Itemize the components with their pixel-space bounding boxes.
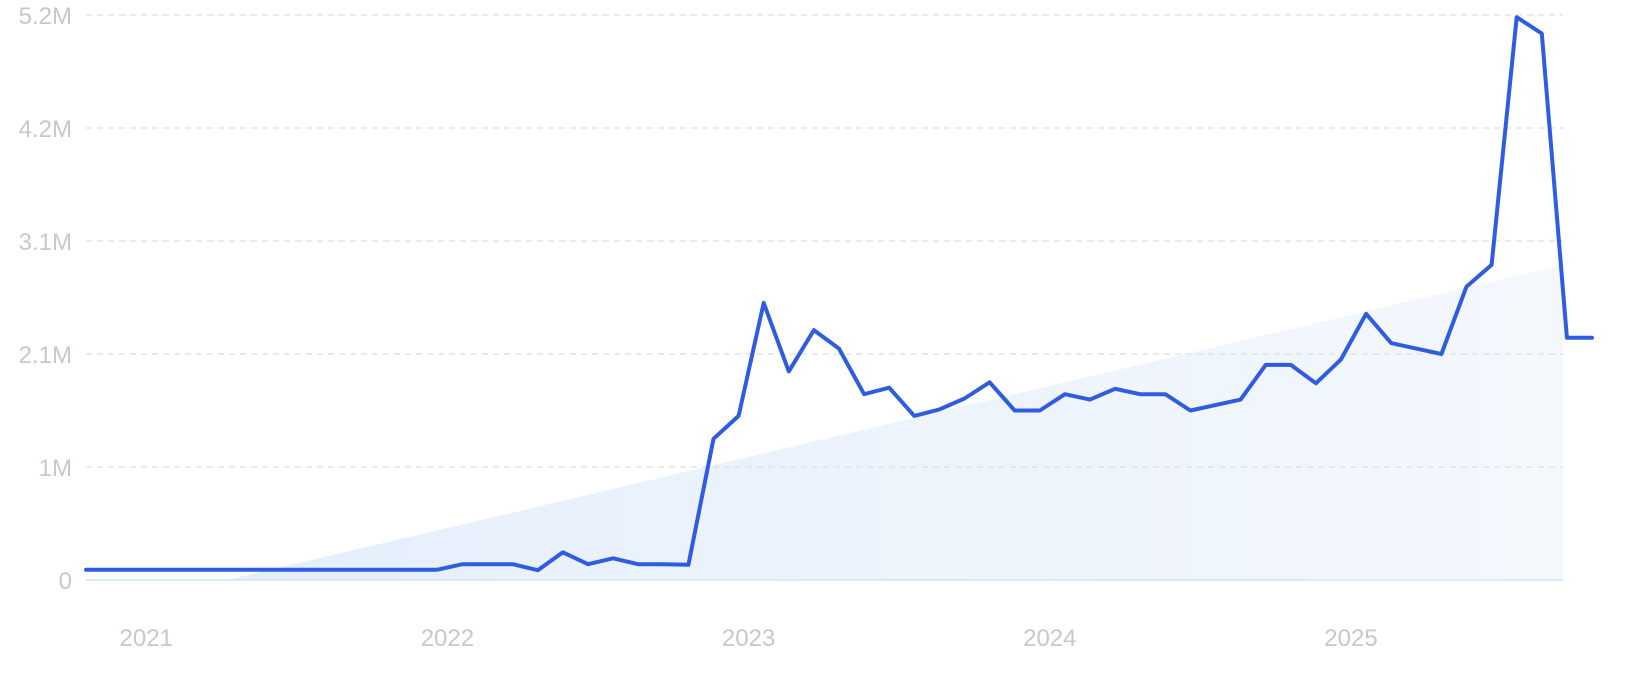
y-tick-label: 1M <box>39 455 72 482</box>
trend-area <box>226 264 1563 580</box>
y-tick-label: 4.2M <box>19 116 72 143</box>
x-tick-label: 2023 <box>722 625 775 652</box>
x-tick-label: 2025 <box>1324 625 1377 652</box>
x-tick-label: 2024 <box>1023 625 1076 652</box>
y-tick-label: 2.1M <box>19 342 72 369</box>
series-line <box>84 15 1594 573</box>
y-tick-label: 0 <box>59 568 72 595</box>
y-tick-label: 5.2M <box>19 3 72 30</box>
x-tick-label: 2021 <box>120 625 173 652</box>
x-tick-label: 2022 <box>421 625 474 652</box>
y-tick-label: 3.1M <box>19 229 72 256</box>
